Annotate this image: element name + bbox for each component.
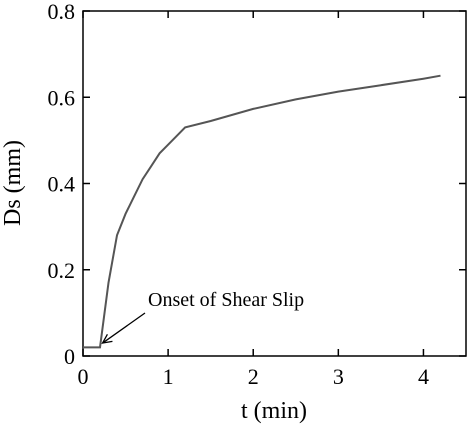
y-axis-label: Ds (mm) [0, 140, 26, 226]
annotation-arrow-shaft [102, 312, 146, 344]
x-axis-label: t (min) [241, 398, 307, 424]
annotation-arrow-head [101, 333, 113, 344]
y-tick-label: 0.8 [48, 0, 76, 24]
y-tick-label: 0.2 [48, 258, 76, 283]
x-tick-label: 0 [78, 364, 89, 389]
annotation-text: Onset of Shear Slip [148, 289, 304, 311]
x-ticks: 0 1 2 3 4 [78, 11, 429, 389]
x-tick-label: 2 [248, 364, 259, 389]
y-tick-label: 0 [64, 344, 75, 369]
x-tick-label: 1 [163, 364, 174, 389]
annotation: Onset of Shear Slip [101, 289, 304, 344]
x-tick-label: 4 [418, 364, 429, 389]
y-ticks: 0 0.2 0.4 0.6 0.8 [48, 0, 466, 369]
y-tick-label: 0.6 [48, 85, 76, 110]
series-line [83, 74, 441, 349]
y-tick-label: 0.4 [48, 172, 76, 197]
x-tick-label: 3 [333, 364, 344, 389]
